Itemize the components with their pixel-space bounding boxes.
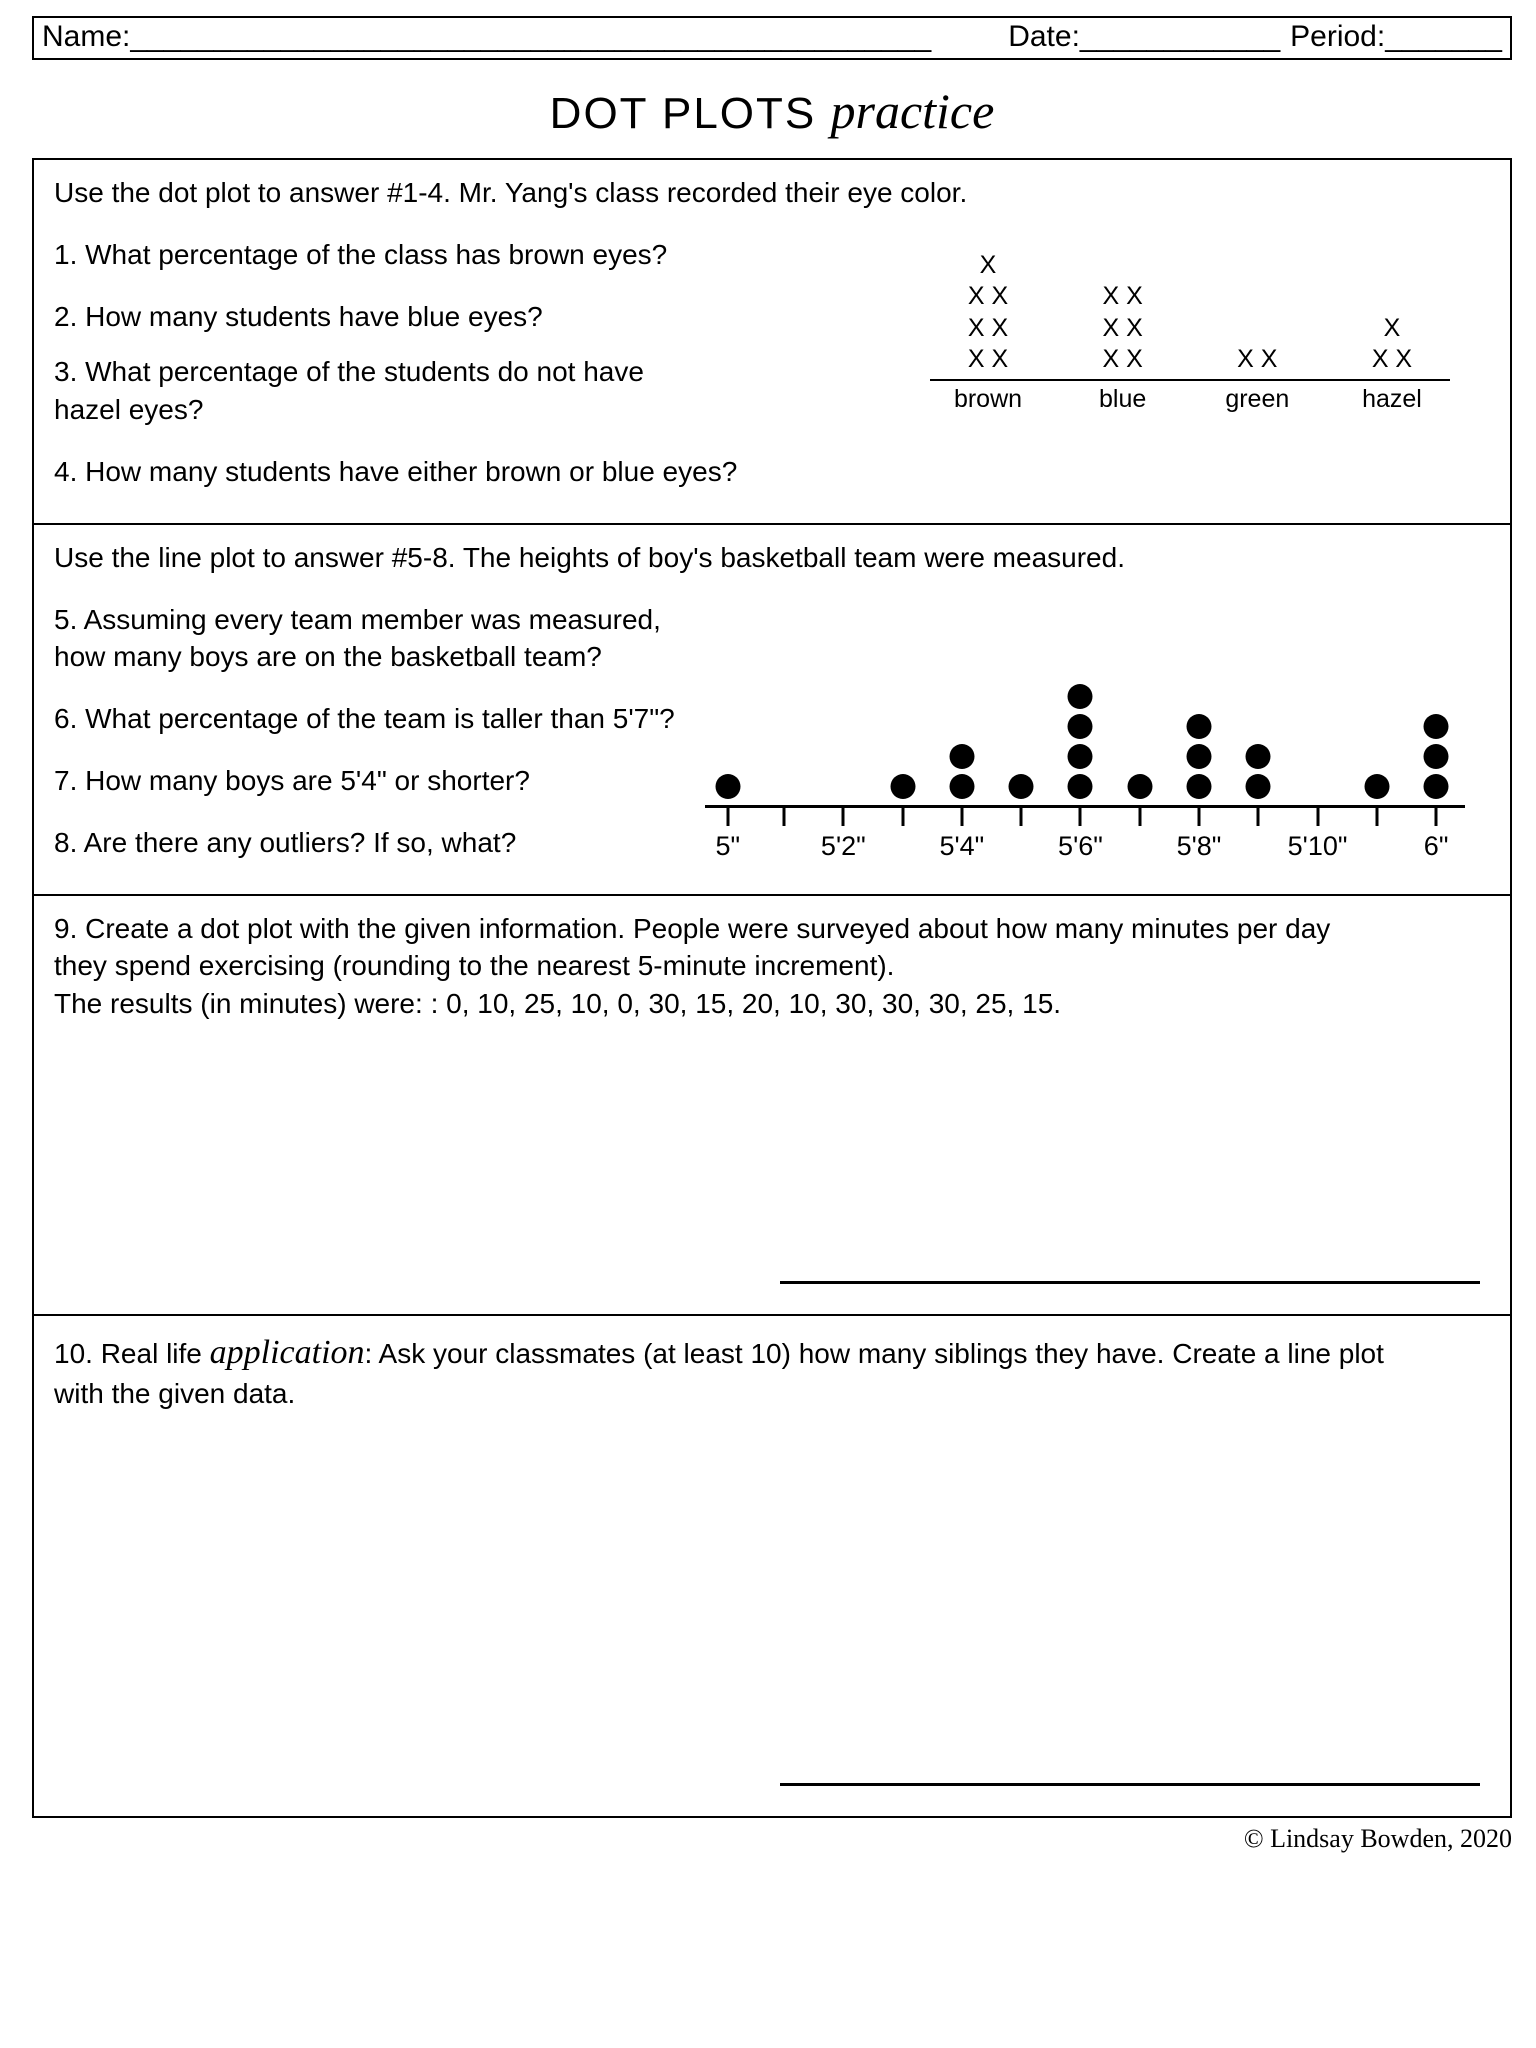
axis-label: 5'10" bbox=[1288, 831, 1348, 862]
data-dot bbox=[1246, 744, 1271, 769]
data-dot bbox=[890, 774, 915, 799]
period-label: Period: bbox=[1290, 20, 1385, 53]
data-dot bbox=[1068, 744, 1093, 769]
section-3: 9. Create a dot plot with the given info… bbox=[34, 896, 1510, 1316]
axis-label: 5'8" bbox=[1177, 831, 1222, 862]
heights-line-plot: 5" 5'2" 5'4" 5'6" 5'8" 5'10" 6" bbox=[705, 655, 1465, 863]
data-dot bbox=[1424, 744, 1449, 769]
dot-column: X XX XX X bbox=[1073, 250, 1173, 375]
name-label: Name: bbox=[42, 20, 130, 53]
axis-label: 6" bbox=[1424, 831, 1449, 862]
data-dot bbox=[949, 774, 974, 799]
axis-label: 5'6" bbox=[1058, 831, 1103, 862]
question-10-line1: 10. Real life application: Ask your clas… bbox=[54, 1330, 1490, 1376]
question-9-line2: they spend exercising (rounding to the n… bbox=[54, 947, 1490, 985]
data-dot bbox=[1187, 774, 1212, 799]
worksheet-header: Name:___________________________________… bbox=[32, 16, 1512, 60]
section2-intro: Use the line plot to answer #5-8. The he… bbox=[54, 539, 1490, 577]
dot-column: X X bbox=[1207, 250, 1307, 375]
data-dot bbox=[1424, 714, 1449, 739]
question-9-line1: 9. Create a dot plot with the given info… bbox=[54, 910, 1490, 948]
dot-column: X XX bbox=[1342, 250, 1442, 375]
data-dot bbox=[1068, 714, 1093, 739]
page-title: DOT PLOTS practice bbox=[32, 82, 1512, 140]
category-label: brown bbox=[938, 385, 1038, 414]
answer-line-9[interactable] bbox=[780, 1281, 1480, 1284]
data-dot bbox=[949, 744, 974, 769]
data-dot bbox=[1424, 774, 1449, 799]
data-dot bbox=[1246, 774, 1271, 799]
question-10-line2: with the given data. bbox=[54, 1375, 1490, 1413]
axis-label: 5" bbox=[715, 831, 740, 862]
main-container: Use the dot plot to answer #1-4. Mr. Yan… bbox=[32, 158, 1512, 1818]
data-dot bbox=[1187, 744, 1212, 769]
question-5-line1: 5. Assuming every team member was measur… bbox=[54, 601, 1490, 639]
eye-color-dot-plot: X XX XX XXX XX XX XX XX XX brownbluegree… bbox=[930, 250, 1450, 414]
name-blank[interactable]: ________________________________________… bbox=[130, 20, 931, 53]
question-9-line3: The results (in minutes) were: : 0, 10, … bbox=[54, 985, 1490, 1023]
axis-label: 5'2" bbox=[821, 831, 866, 862]
section1-intro: Use the dot plot to answer #1-4. Mr. Yan… bbox=[54, 174, 1490, 212]
section-1: Use the dot plot to answer #1-4. Mr. Yan… bbox=[34, 160, 1510, 525]
data-dot bbox=[1068, 774, 1093, 799]
section-4: 10. Real life application: Ask your clas… bbox=[34, 1316, 1510, 1816]
title-script: practice bbox=[830, 83, 994, 139]
section-2: Use the line plot to answer #5-8. The he… bbox=[34, 525, 1510, 896]
data-dot bbox=[715, 774, 740, 799]
category-label: green bbox=[1207, 385, 1307, 414]
data-dot bbox=[1364, 774, 1389, 799]
title-main: DOT PLOTS bbox=[550, 89, 817, 138]
data-dot bbox=[1127, 774, 1152, 799]
axis-label: 5'4" bbox=[939, 831, 984, 862]
date-blank[interactable]: ____________ bbox=[1080, 20, 1280, 53]
data-dot bbox=[1009, 774, 1034, 799]
question-4: 4. How many students have either brown o… bbox=[54, 453, 1490, 491]
answer-line-10[interactable] bbox=[780, 1783, 1480, 1786]
copyright: © Lindsay Bowden, 2020 bbox=[32, 1824, 1512, 1854]
category-label: hazel bbox=[1342, 385, 1442, 414]
date-label: Date: bbox=[1008, 20, 1080, 53]
dot-column: X XX XX XX bbox=[938, 250, 1038, 375]
period-blank[interactable]: _______ bbox=[1385, 20, 1502, 53]
data-dot bbox=[1068, 684, 1093, 709]
category-label: blue bbox=[1073, 385, 1173, 414]
data-dot bbox=[1187, 714, 1212, 739]
